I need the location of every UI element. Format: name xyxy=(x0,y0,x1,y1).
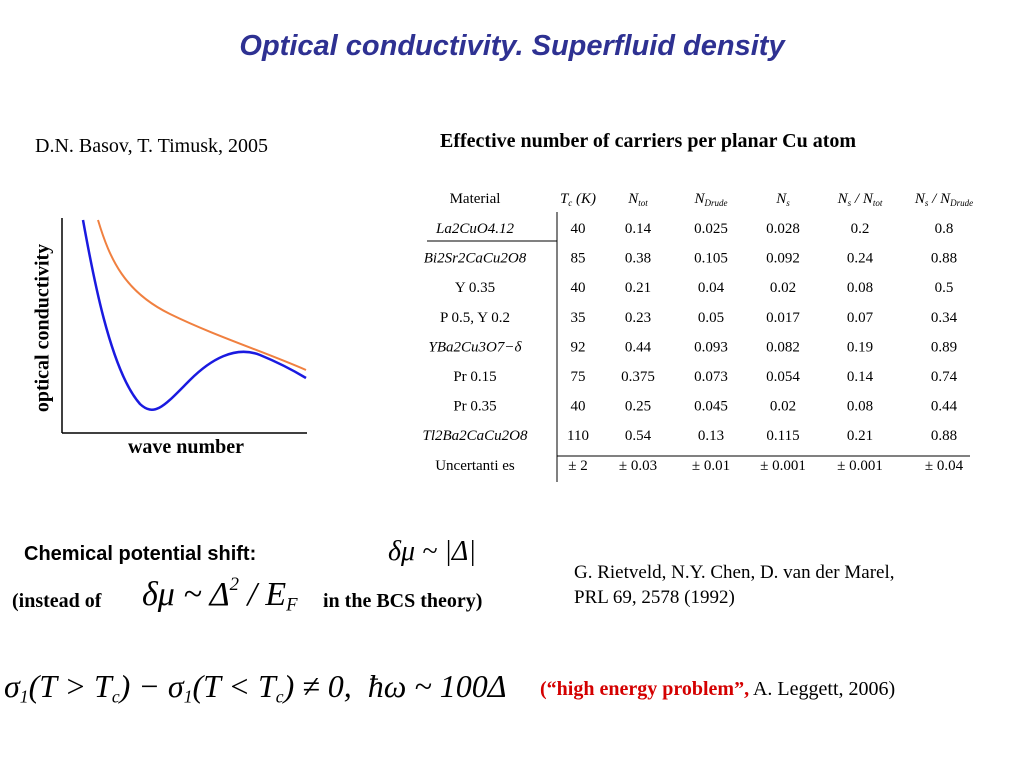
table-cell-r4-c1: 92 xyxy=(571,339,586,355)
table-cell-r2-c0: Y 0.35 xyxy=(455,280,495,296)
table-cell-r5-c1: 75 xyxy=(571,369,586,385)
table-cell-r0-c5: 0.2 xyxy=(851,221,870,237)
bcs-theory-label: in the BCS theory) xyxy=(323,590,483,612)
superconducting-state-curve xyxy=(81,219,307,411)
table-cell-r2-c5: 0.08 xyxy=(847,280,873,296)
table-cell-r2-c3: 0.04 xyxy=(698,280,725,296)
table-cell-r8-c6: ± 0.04 xyxy=(925,458,964,474)
table-cell-r7-c3: 0.13 xyxy=(698,428,724,444)
header-tc: Tc (K) xyxy=(560,191,596,208)
table-cell-r1-c1: 85 xyxy=(571,251,586,267)
table-cell-r6-c3: 0.045 xyxy=(694,399,728,415)
table-cell-r3-c6: 0.34 xyxy=(931,310,958,326)
table-cell-r7-c4: 0.115 xyxy=(766,428,799,444)
table-cell-r0-c2: 0.14 xyxy=(625,221,652,237)
table-cell-r5-c0: Pr 0.15 xyxy=(453,369,496,385)
table-cell-r4-c5: 0.19 xyxy=(847,339,873,355)
table-cell-r8-c0: Uncertanti es xyxy=(435,458,515,474)
bcs-formula: δμ ~ Δ2 / EF xyxy=(142,574,298,616)
table-cell-r2-c4: 0.02 xyxy=(770,280,796,296)
table-cell-r5-c3: 0.073 xyxy=(694,369,728,385)
reference-rietveld: G. Rietveld, N.Y. Chen, D. van der Marel… xyxy=(574,560,894,610)
conductivity-plot xyxy=(61,218,307,434)
table-cell-r3-c1: 35 xyxy=(571,310,586,326)
table-cell-r3-c4: 0.017 xyxy=(766,310,800,326)
table-cell-r8-c4: ± 0.001 xyxy=(760,458,806,474)
table-cell-r1-c3: 0.105 xyxy=(694,251,728,267)
table-cell-r3-c0: P 0.5, Y 0.2 xyxy=(440,310,510,326)
table-cell-r4-c6: 0.89 xyxy=(931,339,957,355)
page-title: Optical conductivity. Superfluid density xyxy=(239,30,785,62)
table-cell-r6-c4: 0.02 xyxy=(770,399,796,415)
table-cell-r2-c2: 0.21 xyxy=(625,280,651,296)
table-cell-r3-c5: 0.07 xyxy=(847,310,874,326)
table-cell-r8-c3: ± 0.01 xyxy=(692,458,730,474)
table-cell-r0-c0: La2CuO4.12 xyxy=(435,221,514,237)
table-cell-r5-c6: 0.74 xyxy=(931,369,958,385)
table-cell-r1-c0: Bi2Sr2CaCu2O8 xyxy=(424,251,527,267)
table-cell-r1-c2: 0.38 xyxy=(625,251,651,267)
table-cell-r8-c1: ± 2 xyxy=(568,458,587,474)
table-cell-r6-c1: 40 xyxy=(571,399,586,415)
sum-rule-formula: σ1(T > Tc) − σ1(T < Tc) ≠ 0, ħω ~ 100Δ xyxy=(4,668,507,707)
table-cell-r0-c1: 40 xyxy=(571,221,586,237)
table-cell-r4-c0: YBa2Cu3O7−δ xyxy=(429,339,523,355)
leggett-attribution: A. Leggett, 2006) xyxy=(749,678,896,700)
header-ns-ntot: Ns / Ntot xyxy=(837,191,883,208)
table-cell-r4-c2: 0.44 xyxy=(625,339,652,355)
table-cell-r0-c6: 0.8 xyxy=(935,221,954,237)
table-cell-r8-c2: ± 0.03 xyxy=(619,458,657,474)
table-cell-r7-c6: 0.88 xyxy=(931,428,957,444)
table-cell-r8-c5: ± 0.001 xyxy=(837,458,883,474)
chemical-shift-label: Chemical potential shift: xyxy=(24,543,257,565)
header-ndrude: NDrude xyxy=(693,191,727,208)
table-cell-r5-c2: 0.375 xyxy=(621,369,655,385)
plot-x-label: wave number xyxy=(127,436,245,458)
table-cell-r7-c2: 0.54 xyxy=(625,428,652,444)
table-cell-r2-c6: 0.5 xyxy=(935,280,954,296)
table-cell-r6-c0: Pr 0.35 xyxy=(453,399,496,415)
table-cell-r6-c2: 0.25 xyxy=(625,399,651,415)
table-cell-r0-c4: 0.028 xyxy=(766,221,800,237)
table-cell-r0-c3: 0.025 xyxy=(694,221,728,237)
table-cell-r6-c6: 0.44 xyxy=(931,399,958,415)
table-cell-r7-c5: 0.21 xyxy=(847,428,873,444)
high-energy-problem-note: (“high energy problem”, A. Leggett, 2006… xyxy=(540,678,895,701)
table-cell-r7-c1: 110 xyxy=(567,428,589,444)
table-body: La2CuO4.12 40 0.14 0.025 0.028 0.2 0.8 Bi2Sr2Ca… xyxy=(422,221,963,474)
table-cell-r3-c3: 0.05 xyxy=(698,310,724,326)
reference-rietveld-line2: PRL 69, 2578 (1992) xyxy=(574,587,735,608)
instead-of-label: (instead of xyxy=(12,590,102,612)
table-cell-r1-c4: 0.092 xyxy=(766,251,800,267)
table-cell-r7-c0: Tl2Ba2CaCu2O8 xyxy=(422,428,528,444)
table-caption: Effective number of carriers per planar … xyxy=(440,130,857,152)
reference-rietveld-line1: G. Rietveld, N.Y. Chen, D. van der Marel… xyxy=(574,562,895,583)
table-cell-r5-c4: 0.054 xyxy=(766,369,800,385)
header-material: Material xyxy=(450,191,501,207)
table-cell-r3-c2: 0.23 xyxy=(625,310,651,326)
chemical-shift-formula: δμ ~ |Δ| xyxy=(388,536,477,567)
table-cell-r1-c6: 0.88 xyxy=(931,251,957,267)
high-energy-problem-text: (“high energy problem”, xyxy=(540,678,750,700)
header-ns: Ns xyxy=(775,191,790,208)
table-cell-r6-c5: 0.08 xyxy=(847,399,873,415)
table-cell-r2-c1: 40 xyxy=(571,280,586,296)
normal-state-curve xyxy=(97,219,307,371)
header-ntot: Ntot xyxy=(627,191,648,208)
reference-basov-timusk: D.N. Basov, T. Timusk, 2005 xyxy=(35,135,269,157)
table-cell-r1-c5: 0.24 xyxy=(847,251,874,267)
header-ns-ndrude: Ns / NDrude xyxy=(914,191,973,208)
table-cell-r5-c5: 0.14 xyxy=(847,369,874,385)
table-cell-r4-c4: 0.082 xyxy=(766,339,800,355)
table-cell-r4-c3: 0.093 xyxy=(694,339,728,355)
